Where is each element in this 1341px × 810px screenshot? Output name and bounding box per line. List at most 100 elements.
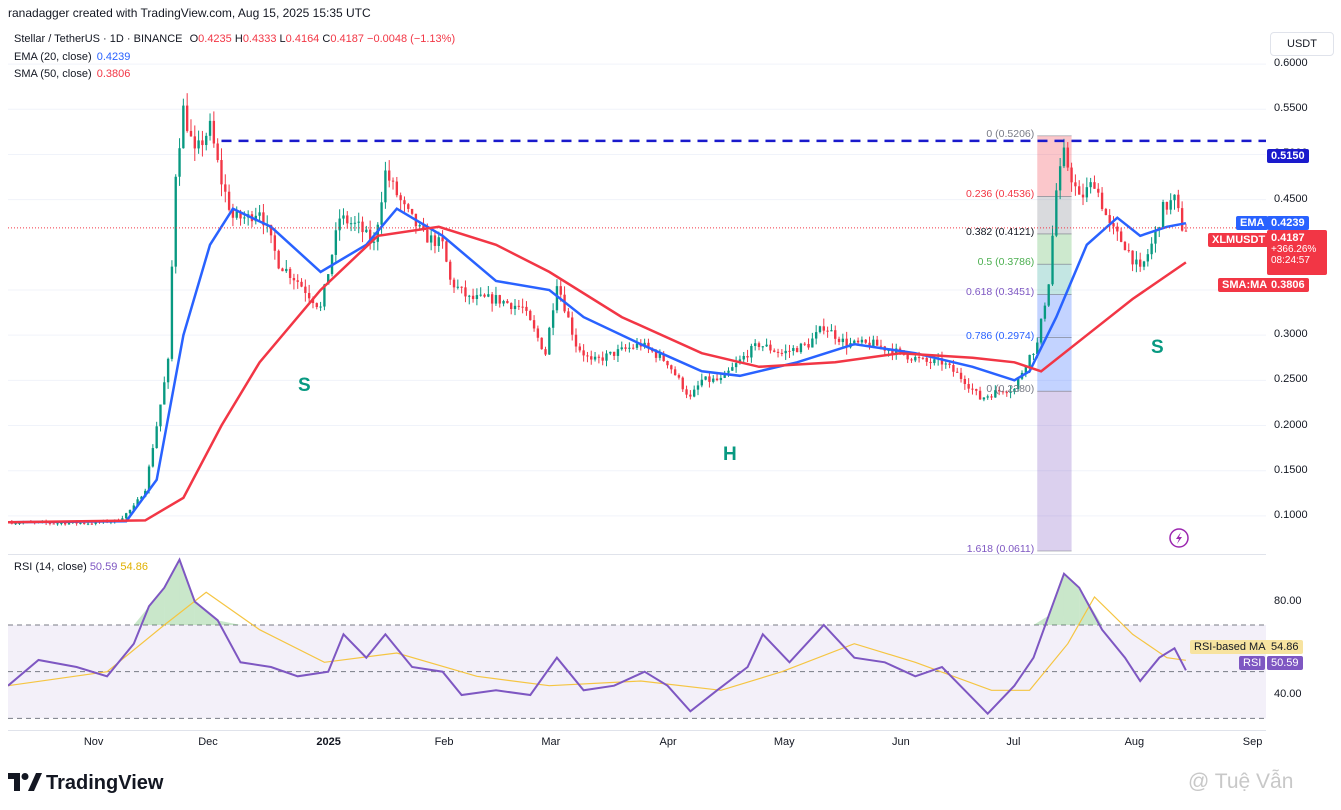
candle[interactable]: [151, 444, 155, 468]
candle[interactable]: [1165, 201, 1169, 215]
candle[interactable]: [670, 364, 673, 374]
candle[interactable]: [216, 138, 219, 163]
candle[interactable]: [441, 230, 444, 249]
candle[interactable]: [262, 203, 265, 235]
candle[interactable]: [349, 217, 353, 232]
price-chart[interactable]: [8, 28, 1266, 552]
symbol-name[interactable]: Stellar / TetherUS · 1D · BINANCE: [14, 33, 183, 45]
pane-divider[interactable]: [8, 554, 1266, 555]
candle[interactable]: [818, 325, 822, 334]
candle[interactable]: [361, 216, 364, 243]
candle[interactable]: [1081, 183, 1085, 206]
candle[interactable]: [814, 325, 818, 345]
candle[interactable]: [471, 288, 475, 303]
candle[interactable]: [1009, 385, 1012, 399]
candle[interactable]: [410, 208, 414, 216]
candle[interactable]: [689, 390, 692, 400]
candle[interactable]: [185, 93, 189, 133]
candle[interactable]: [696, 380, 700, 396]
candle[interactable]: [616, 344, 620, 363]
candle[interactable]: [757, 341, 761, 351]
rsi-legend[interactable]: RSI (14, close) 50.59 54.86: [14, 561, 148, 573]
candle[interactable]: [1177, 189, 1180, 212]
candle[interactable]: [338, 209, 341, 241]
candle[interactable]: [174, 174, 177, 274]
ema-20-line[interactable]: [8, 207, 1187, 524]
candle[interactable]: [994, 385, 997, 398]
candle[interactable]: [319, 301, 322, 312]
candle[interactable]: [895, 343, 898, 360]
candle[interactable]: [1058, 158, 1062, 200]
candle[interactable]: [296, 274, 299, 289]
candle[interactable]: [780, 349, 784, 357]
candle[interactable]: [948, 362, 951, 369]
candle[interactable]: [986, 394, 989, 400]
candle[interactable]: [79, 522, 82, 525]
candle[interactable]: [155, 421, 158, 449]
candle[interactable]: [632, 344, 635, 350]
candle[interactable]: [445, 240, 448, 263]
candle[interactable]: [753, 339, 757, 351]
candle[interactable]: [399, 192, 402, 211]
candle[interactable]: [1062, 138, 1066, 169]
candle[interactable]: [227, 184, 231, 212]
candle[interactable]: [1039, 318, 1043, 345]
candle[interactable]: [536, 325, 540, 342]
candle[interactable]: [822, 318, 825, 335]
candle[interactable]: [700, 373, 703, 388]
candle[interactable]: [513, 299, 517, 316]
candle[interactable]: [1142, 260, 1146, 271]
candle[interactable]: [52, 523, 55, 525]
candle[interactable]: [1013, 387, 1016, 395]
candle[interactable]: [1112, 216, 1115, 235]
rsi-pane[interactable]: [8, 555, 1266, 730]
candle[interactable]: [1135, 251, 1138, 273]
candle[interactable]: [1180, 201, 1184, 232]
candle[interactable]: [681, 376, 684, 392]
candle[interactable]: [258, 205, 261, 221]
candle[interactable]: [742, 352, 745, 363]
candle[interactable]: [487, 285, 490, 298]
candle[interactable]: [1116, 222, 1119, 241]
candle[interactable]: [708, 371, 711, 388]
candle[interactable]: [449, 259, 452, 285]
candle[interactable]: [601, 351, 604, 366]
candle[interactable]: [620, 341, 623, 351]
candle[interactable]: [921, 356, 925, 360]
candle[interactable]: [273, 228, 277, 260]
candle[interactable]: [906, 354, 909, 364]
candle[interactable]: [1070, 162, 1073, 192]
candle[interactable]: [685, 385, 688, 399]
currency-button[interactable]: USDT: [1270, 32, 1334, 56]
candle[interactable]: [784, 344, 787, 360]
candle[interactable]: [612, 351, 616, 361]
candle[interactable]: [510, 302, 513, 315]
ema-legend[interactable]: EMA (20, close) 0.4239: [14, 51, 131, 63]
candle[interactable]: [1093, 175, 1096, 189]
lightning-icon[interactable]: [1169, 528, 1189, 548]
candle[interactable]: [624, 344, 627, 352]
candle[interactable]: [1078, 180, 1081, 195]
candle[interactable]: [1119, 227, 1123, 243]
candle[interactable]: [166, 357, 170, 389]
candle[interactable]: [956, 367, 959, 373]
candle[interactable]: [929, 358, 932, 370]
candle[interactable]: [342, 208, 345, 225]
candle[interactable]: [193, 125, 196, 161]
candle[interactable]: [388, 160, 391, 188]
candle[interactable]: [1066, 142, 1069, 171]
candle[interactable]: [837, 336, 841, 346]
candle[interactable]: [403, 196, 406, 212]
candle[interactable]: [1055, 183, 1058, 238]
candle[interactable]: [792, 345, 795, 356]
candle[interactable]: [506, 299, 509, 304]
candle[interactable]: [1047, 284, 1050, 308]
candle[interactable]: [456, 279, 460, 290]
candle[interactable]: [521, 298, 524, 314]
candle[interactable]: [517, 299, 521, 310]
candle[interactable]: [551, 303, 555, 336]
candle[interactable]: [1150, 237, 1153, 260]
candle[interactable]: [567, 307, 570, 318]
candle[interactable]: [1139, 252, 1142, 272]
candle[interactable]: [1089, 177, 1092, 194]
